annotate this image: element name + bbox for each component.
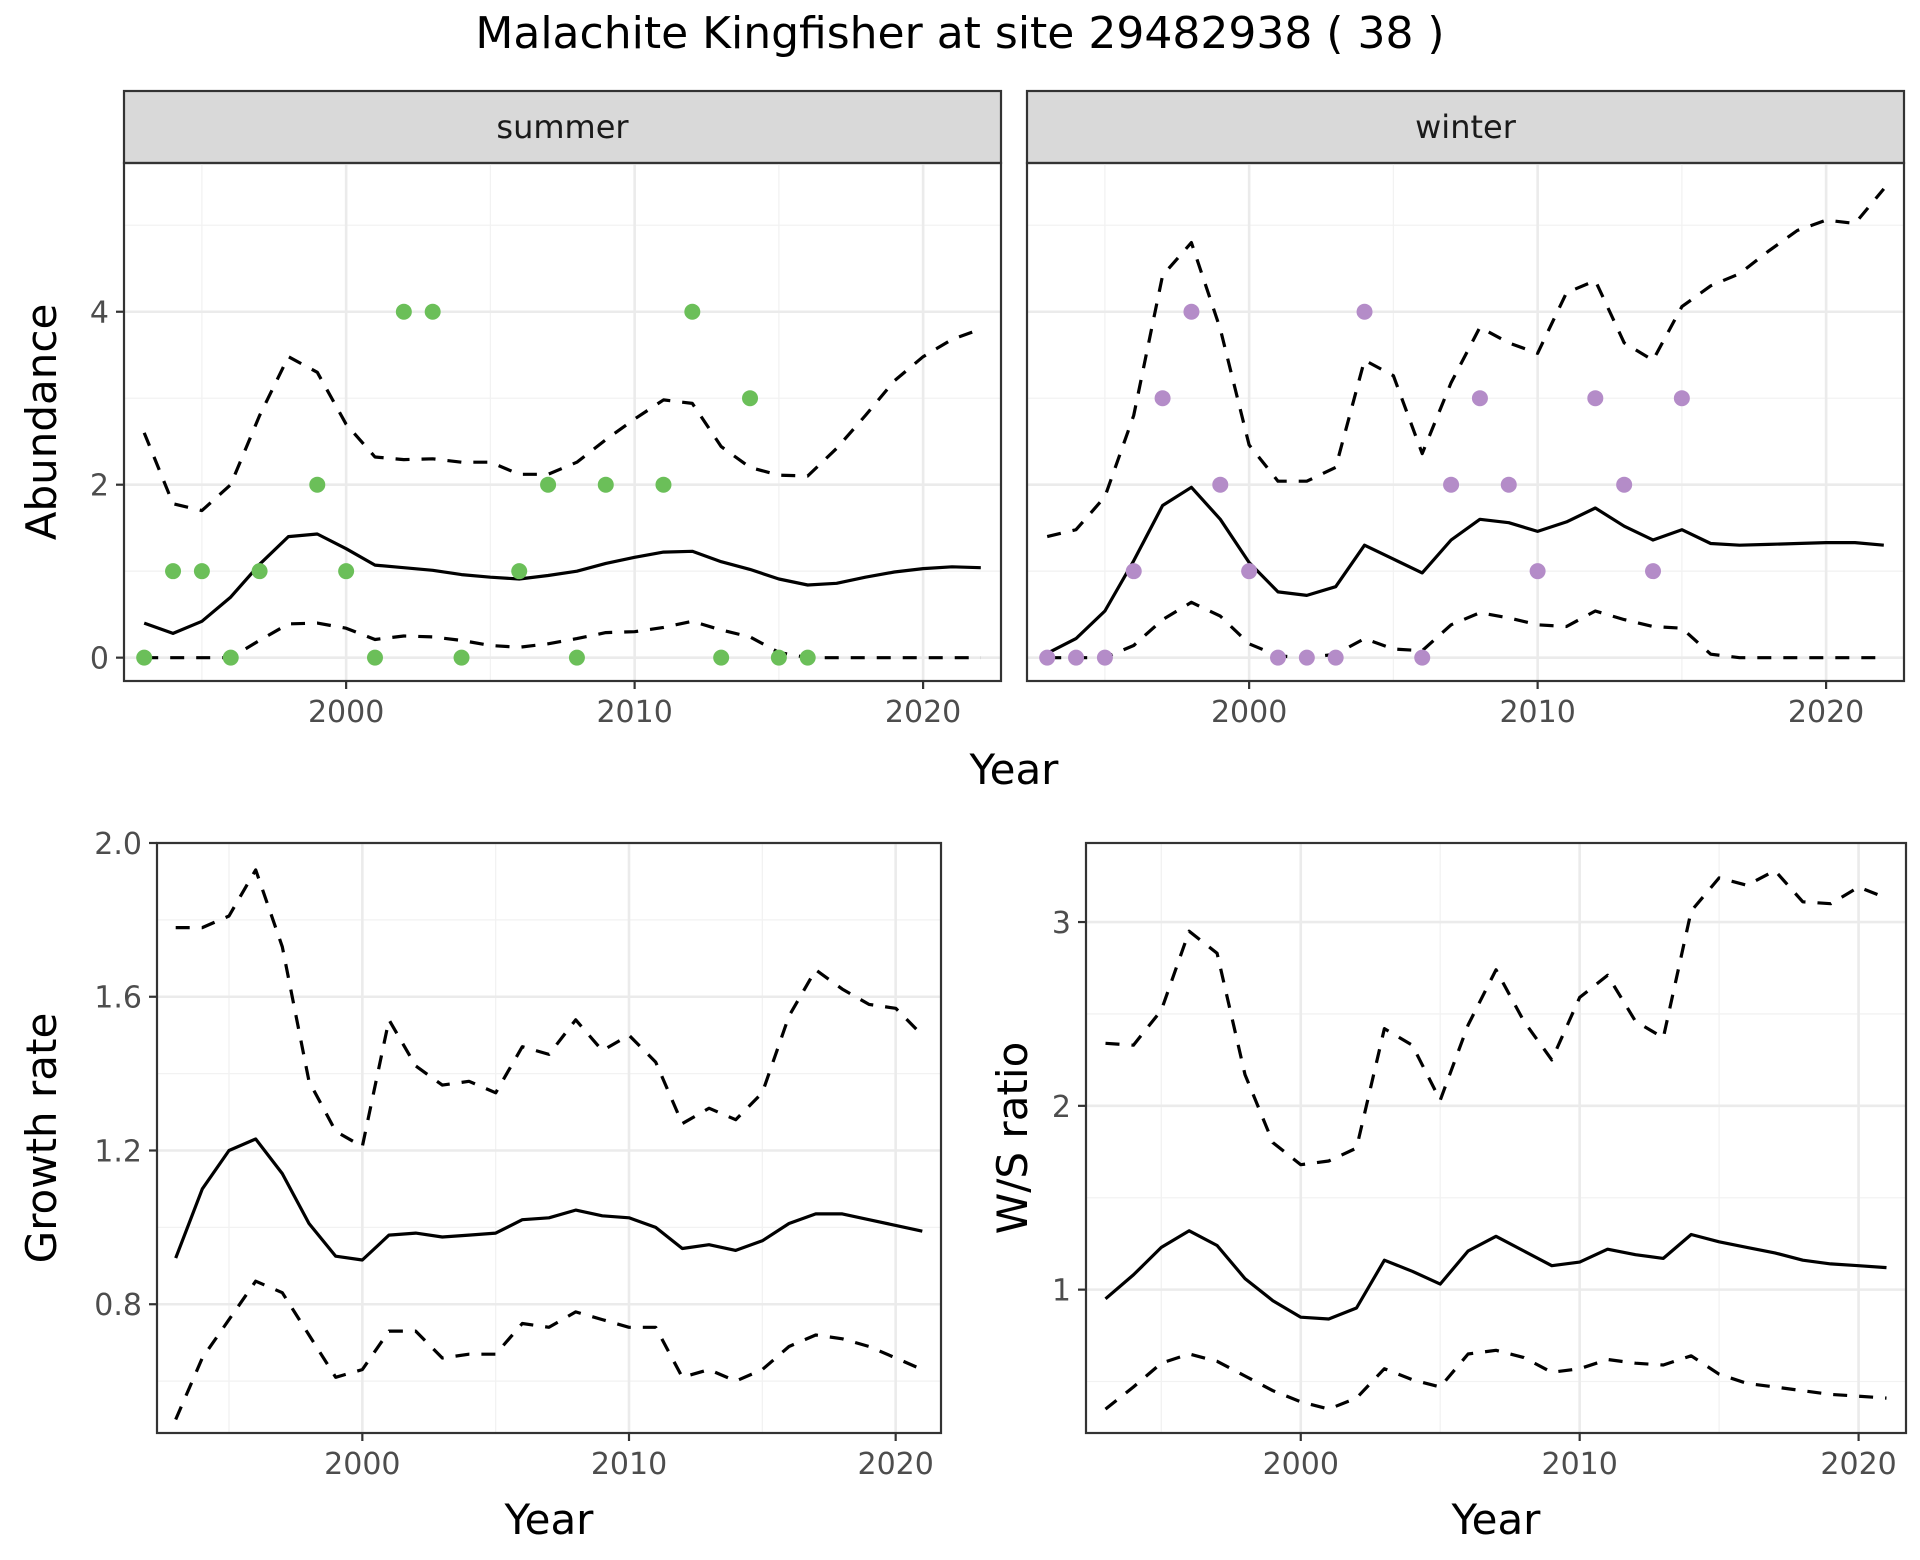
data-point bbox=[1269, 649, 1286, 666]
x-tick-label: 2000 bbox=[1211, 695, 1287, 730]
y-tick-label: 2 bbox=[90, 469, 109, 504]
x-tick-label: 2020 bbox=[1788, 695, 1864, 730]
data-point bbox=[165, 563, 182, 580]
x-tick-label: 2010 bbox=[591, 1447, 667, 1482]
series-line-lower bbox=[1104, 1348, 1887, 1411]
data-point bbox=[1529, 563, 1546, 580]
x-tick-label: 2010 bbox=[1499, 695, 1575, 730]
data-point bbox=[424, 303, 441, 320]
y-axis-title: W/S ratio bbox=[988, 1042, 1037, 1235]
data-point bbox=[1356, 303, 1373, 320]
x-tick-label: 2020 bbox=[885, 695, 961, 730]
x-axis-title: Year bbox=[1451, 1495, 1542, 1544]
panel-summer: summer 2000 2010 2020 0 2 4 Year Abundance bbox=[17, 89, 1060, 794]
panel-border bbox=[155, 841, 943, 1435]
data-point bbox=[655, 476, 672, 493]
data-point bbox=[193, 563, 210, 580]
x-tick-label: 2010 bbox=[596, 695, 672, 730]
y-axis-title: Abundance bbox=[17, 304, 66, 541]
series-line-estimate bbox=[1104, 1229, 1887, 1321]
data-point bbox=[1327, 649, 1344, 666]
x-tick-label: 2000 bbox=[1263, 1447, 1339, 1482]
data-point bbox=[1673, 390, 1690, 407]
data-point bbox=[1587, 390, 1604, 407]
data-point bbox=[1443, 476, 1460, 493]
data-point bbox=[338, 563, 355, 580]
data-point bbox=[770, 649, 787, 666]
panel-border bbox=[1025, 161, 1906, 683]
data-point bbox=[395, 303, 412, 320]
data-point bbox=[1183, 303, 1200, 320]
data-point bbox=[568, 649, 585, 666]
data-point bbox=[251, 563, 268, 580]
strip-label-summer: summer bbox=[496, 108, 629, 146]
y-tick-label: 1.2 bbox=[94, 1134, 142, 1169]
x-tick-label: 2000 bbox=[308, 695, 384, 730]
x-tick-label: 2010 bbox=[1541, 1447, 1617, 1482]
data-point bbox=[1471, 390, 1488, 407]
x-tick-label: 2020 bbox=[857, 1447, 933, 1482]
data-point bbox=[1212, 476, 1229, 493]
panel-winter: winter 2000 2010 2020 bbox=[1025, 89, 1906, 730]
y-tick-label: 2 bbox=[1052, 1090, 1071, 1125]
data-point bbox=[799, 649, 816, 666]
data-point bbox=[1068, 649, 1085, 666]
data-point bbox=[1125, 563, 1142, 580]
y-tick-label: 3 bbox=[1052, 906, 1071, 941]
data-point bbox=[684, 303, 701, 320]
data-point bbox=[1616, 476, 1633, 493]
data-point bbox=[1096, 649, 1113, 666]
y-tick-label: 1 bbox=[1052, 1274, 1071, 1309]
data-point bbox=[713, 649, 730, 666]
data-point bbox=[540, 476, 557, 493]
series-line-lower bbox=[174, 1279, 923, 1421]
panel-border bbox=[122, 161, 1003, 683]
series-line-upper bbox=[1046, 187, 1886, 539]
panel-ws_ratio: 2000 2010 2020 1 2 3 Year W/S ratio bbox=[988, 841, 1908, 1544]
y-tick-label: 1.6 bbox=[94, 981, 142, 1016]
data-point bbox=[453, 649, 470, 666]
data-point bbox=[1154, 390, 1171, 407]
data-point bbox=[136, 649, 153, 666]
x-axis-title: Year bbox=[969, 745, 1060, 794]
x-axis-title: Year bbox=[504, 1495, 595, 1544]
series-line-lower bbox=[1047, 600, 1884, 660]
series-line-upper bbox=[1105, 869, 1888, 1167]
y-axis-title: Growth rate bbox=[17, 1013, 66, 1264]
x-tick-label: 2020 bbox=[1820, 1447, 1896, 1482]
chart-title: Malachite Kingfisher at site 29482938 ( … bbox=[475, 8, 1444, 59]
panel-border bbox=[1084, 841, 1908, 1435]
series-line-estimate bbox=[143, 532, 981, 635]
plot-area: summer 2000 2010 2020 0 2 4 Year Abundance winter… bbox=[17, 89, 1908, 1544]
data-point bbox=[1241, 563, 1258, 580]
strip-winter bbox=[1025, 89, 1906, 165]
series-line-upper bbox=[175, 868, 924, 1149]
data-point bbox=[1039, 649, 1056, 666]
series-line-estimate bbox=[1046, 485, 1884, 655]
data-point bbox=[597, 476, 614, 493]
panel-growth: 2000 2010 2020 0.8 1.2 1.6 2.0 Year Growth rate bbox=[17, 827, 943, 1544]
data-point bbox=[309, 476, 326, 493]
data-point bbox=[222, 649, 239, 666]
data-point bbox=[1414, 649, 1431, 666]
y-tick-label: 4 bbox=[90, 296, 109, 331]
y-tick-label: 0 bbox=[90, 642, 109, 677]
strip-summer bbox=[122, 89, 1003, 165]
data-point bbox=[1645, 563, 1662, 580]
x-tick-label: 2000 bbox=[324, 1447, 400, 1482]
data-point bbox=[742, 390, 759, 407]
data-point bbox=[1500, 476, 1517, 493]
data-point bbox=[511, 563, 528, 580]
y-tick-label: 2.0 bbox=[94, 827, 142, 862]
series-line-estimate bbox=[174, 1137, 923, 1262]
data-point bbox=[1298, 649, 1315, 666]
data-point bbox=[366, 649, 383, 666]
y-tick-label: 0.8 bbox=[94, 1288, 142, 1323]
strip-label-winter: winter bbox=[1415, 108, 1517, 146]
